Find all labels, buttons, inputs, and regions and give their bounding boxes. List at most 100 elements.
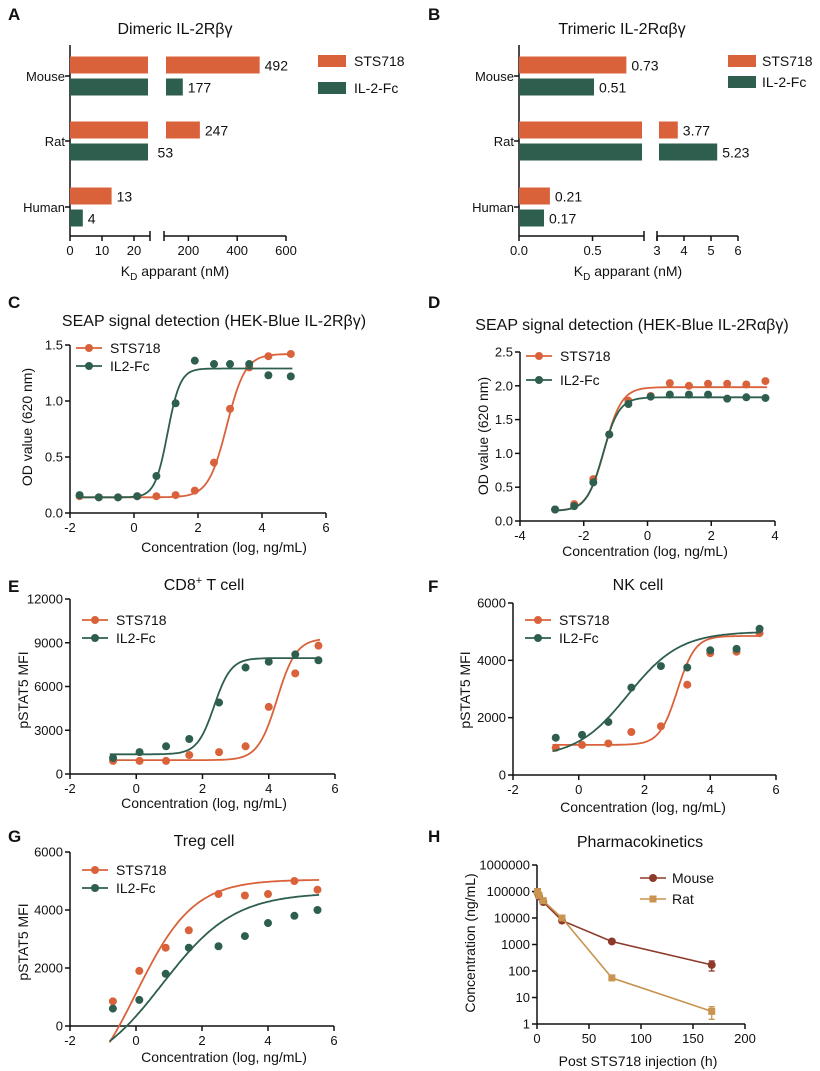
data-point-sts718 bbox=[578, 740, 587, 749]
y-tick-label: 3000 bbox=[34, 723, 63, 738]
y-tick-label: 0.5 bbox=[495, 480, 513, 495]
data-point-il2fc bbox=[214, 942, 223, 951]
legend-label-sts718: STS718 bbox=[110, 340, 161, 356]
y-tick-label: 6000 bbox=[477, 596, 506, 611]
legend-marker-rat bbox=[649, 895, 657, 903]
fit-curve-sts718 bbox=[76, 353, 293, 499]
data-point-il2fc bbox=[135, 748, 144, 757]
category-label: Mouse bbox=[475, 69, 514, 84]
data-point-rat bbox=[708, 1007, 716, 1015]
fit-curve-il2fc bbox=[109, 657, 321, 756]
data-point-sts718 bbox=[313, 885, 322, 894]
data-point-sts718 bbox=[215, 748, 224, 757]
bar-il2fc bbox=[519, 209, 544, 227]
y-tick-label: 1.0 bbox=[495, 446, 513, 461]
y-tick-label: 6000 bbox=[34, 845, 63, 860]
legend-label-rat: Rat bbox=[672, 891, 694, 907]
data-point-il2fc bbox=[314, 656, 323, 665]
panel-e-title-main: CD8 bbox=[164, 577, 196, 594]
data-point-il2fc bbox=[313, 906, 322, 914]
panel-c-ylabel: OD value (620 nm) bbox=[19, 368, 35, 486]
data-point-sts718 bbox=[184, 926, 193, 935]
panel-d-ylabel: OD value (620 nm) bbox=[475, 377, 491, 495]
fit-curve-il2fc bbox=[551, 396, 767, 512]
panel-a-title: Dimeric IL-2Rβγ bbox=[118, 21, 233, 38]
bar-sts718-segment-low bbox=[70, 56, 148, 74]
y-tick-label: 1000000 bbox=[479, 858, 530, 873]
legend-label-il2fc: IL2-Fc bbox=[116, 880, 156, 896]
panel-f: F NK cell -2 0 2 4 60200040006000STS718IL2-F… bbox=[428, 577, 780, 815]
y-tick-label: 2.0 bbox=[495, 378, 513, 393]
y-tick-label: 2000 bbox=[34, 961, 63, 976]
data-point-sts718 bbox=[683, 680, 692, 689]
panel-b: B Trimeric IL-2Rαβγ 0.0 0.5 3 4 5 6Mouse0.730… bbox=[428, 5, 813, 283]
y-tick-label: 2.5 bbox=[495, 345, 513, 360]
fit-curve-sts718 bbox=[108, 879, 320, 1043]
panel-h-plot: 0 50 100 150 200 1 10 100 1000 10000 100000 1000000… bbox=[479, 858, 755, 1047]
x-tick-label: -2 bbox=[64, 1033, 76, 1048]
data-point-sts718 bbox=[135, 966, 144, 975]
legend-label-il2fc: IL2-Fc bbox=[560, 372, 600, 388]
legend-label-mouse: Mouse bbox=[672, 870, 714, 886]
y-tick-label: 12000 bbox=[27, 592, 63, 607]
data-point-sts718 bbox=[742, 380, 751, 389]
legend-label-il2fc: IL-2-Fc bbox=[762, 74, 806, 90]
fit-curve-il2fc bbox=[552, 631, 762, 753]
x-tick-label: 0 bbox=[644, 528, 651, 543]
panel-e-title: CD8+ T cell bbox=[164, 575, 245, 594]
panel-c-plot: -2 0 2 4 6 0.0 0.5 1.0 1.5 STS718 IL2-Fc bbox=[45, 338, 330, 536]
x-tick-label: 0 bbox=[575, 782, 582, 797]
legend-label-sts718: STS718 bbox=[116, 862, 167, 878]
y-tick-label: 100 bbox=[508, 964, 530, 979]
data-point-il2fc bbox=[290, 911, 299, 920]
data-point-sts718 bbox=[190, 486, 199, 495]
x-tick-label: 2 bbox=[198, 1033, 205, 1048]
bar-il2fc bbox=[70, 209, 83, 227]
panel-label-h: H bbox=[428, 827, 440, 846]
data-point-il2fc bbox=[291, 650, 300, 659]
data-point-il2fc bbox=[706, 646, 715, 655]
panel-a-legend: STS718 IL-2-Fc bbox=[318, 53, 405, 96]
x-tick-label: 0.0 bbox=[510, 243, 528, 258]
x-tick-label: 4 bbox=[258, 520, 265, 535]
legend-marker-sts718 bbox=[85, 344, 93, 352]
x-tick-label: 6 bbox=[330, 1033, 337, 1048]
x-tick-label: 0 bbox=[132, 1033, 139, 1048]
x-tick-label: 0.5 bbox=[583, 243, 601, 258]
panel-a-xlabel-k: K bbox=[121, 263, 131, 279]
bar-value-label: 177 bbox=[188, 80, 212, 96]
data-point-il2fc bbox=[761, 393, 770, 402]
y-tick-label: 1000 bbox=[501, 937, 530, 952]
legend-label-sts718: STS718 bbox=[116, 612, 167, 628]
data-point-il2fc bbox=[184, 943, 193, 952]
x-tick-label: 2 bbox=[708, 528, 715, 543]
data-point-il2fc bbox=[742, 393, 751, 402]
panel-c: C SEAP signal detection (HEK-Blue IL-2Rβ… bbox=[8, 293, 366, 555]
data-point-il2fc bbox=[684, 390, 693, 399]
category-label: Human bbox=[472, 200, 514, 215]
panel-a-xlabel-rest: apparant (nM) bbox=[137, 263, 229, 279]
legend-marker-il2fc bbox=[91, 884, 99, 892]
bar-value-label: 53 bbox=[158, 145, 174, 161]
bar-value-label: 0.17 bbox=[549, 211, 576, 227]
legend-marker-sts718 bbox=[534, 616, 542, 624]
bar-value-label: 0.21 bbox=[555, 189, 582, 205]
panel-b-title: Trimeric IL-2Rαβγ bbox=[558, 21, 685, 38]
data-point-rat bbox=[558, 914, 566, 922]
data-point-sts718 bbox=[108, 997, 117, 1006]
bar-sts718 bbox=[519, 187, 550, 205]
data-point-il2fc bbox=[245, 360, 254, 369]
data-point-il2fc bbox=[589, 478, 598, 487]
y-tick-label: 6000 bbox=[34, 679, 63, 694]
data-point-il2fc bbox=[162, 742, 171, 751]
data-point-il2fc bbox=[185, 735, 194, 743]
x-tick-label: 2 bbox=[194, 520, 201, 535]
x-tick-label: 20 bbox=[127, 243, 141, 258]
panel-e-xlabel: Concentration (log, ng/mL) bbox=[121, 795, 287, 811]
legend-label-sts718: STS718 bbox=[559, 612, 610, 628]
data-point-il2fc bbox=[656, 662, 665, 671]
bar-sts718-segment-low bbox=[70, 121, 148, 139]
